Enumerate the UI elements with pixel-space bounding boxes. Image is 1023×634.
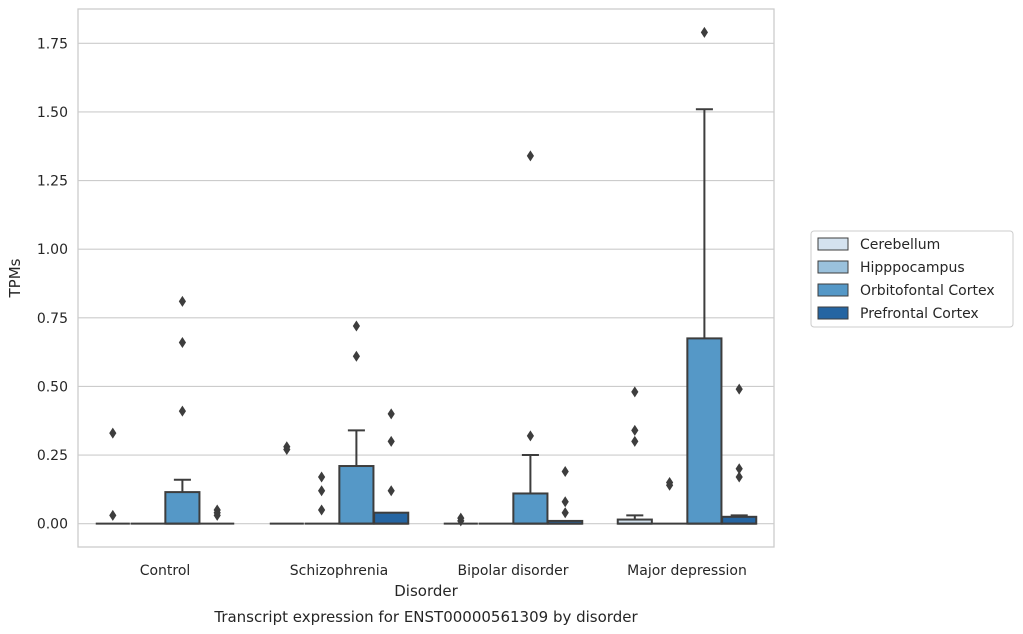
- outlier-point: [387, 485, 395, 497]
- outlier-point: [318, 504, 326, 516]
- legend-label: Cerebellum: [860, 237, 940, 253]
- legend-label: Prefrontal Cortex: [860, 306, 979, 322]
- outlier-point: [735, 463, 743, 475]
- box-hipppocampus: [652, 476, 687, 525]
- legend-swatch: [817, 283, 849, 297]
- legend-label: Hipppocampus: [860, 260, 965, 276]
- outlier-point: [109, 427, 117, 439]
- outlier-point: [283, 444, 291, 456]
- x-tick-label: Bipolar disorder: [457, 563, 568, 579]
- outlier-point: [631, 386, 639, 398]
- outlier-point: [352, 350, 360, 362]
- y-tick-label: 0.00: [37, 517, 68, 533]
- plot-frame: [77, 8, 775, 548]
- chart-caption: Transcript expression for ENST0000056130…: [213, 608, 638, 626]
- outlier-point: [561, 507, 569, 519]
- legend: Cerebellum Hipppocampus Orbitofontal Corte…: [810, 230, 1014, 328]
- legend-swatch: [817, 237, 849, 251]
- box-cerebellum: [616, 386, 653, 525]
- y-tick-label: 0.75: [37, 311, 68, 327]
- box-body: [721, 515, 758, 525]
- outlier-point: [318, 485, 326, 497]
- outlier-point: [109, 509, 117, 521]
- outlier-point: [526, 150, 534, 162]
- legend-swatch: [817, 260, 849, 274]
- box-cerebellum: [443, 512, 478, 527]
- x-axis-label: Disorder: [394, 582, 458, 600]
- outlier-point: [178, 337, 186, 349]
- box-prefrontal-cortex: [547, 466, 584, 525]
- box-orbitofontal-cortex: [512, 150, 549, 525]
- box-body: [164, 491, 201, 525]
- outlier-point: [318, 471, 326, 483]
- outlier-point: [561, 496, 569, 508]
- y-tick-label: 1.50: [37, 105, 68, 121]
- y-tick-label: 1.75: [37, 36, 68, 52]
- x-tick-label: Major depression: [627, 563, 747, 579]
- outlier-point: [631, 424, 639, 436]
- outlier-point: [457, 515, 465, 527]
- outlier-point: [387, 435, 395, 447]
- outlier-point: [666, 479, 674, 491]
- box-prefrontal-cortex: [721, 383, 758, 525]
- outlier-point: [631, 435, 639, 447]
- outlier-point: [561, 466, 569, 478]
- y-axis-label: TPMs: [6, 258, 24, 298]
- box-body: [373, 511, 410, 525]
- outlier-point: [700, 26, 708, 38]
- y-tick-label: 0.25: [37, 448, 68, 464]
- outlier-point: [735, 471, 743, 483]
- box-body: [686, 337, 723, 525]
- box-body: [512, 492, 549, 525]
- x-tick-labels: Control Schizophrenia Bipolar disorder Majo…: [140, 563, 747, 579]
- y-tick-label: 0.50: [37, 379, 68, 395]
- x-tick-label: Schizophrenia: [290, 563, 388, 579]
- outlier-point: [526, 430, 534, 442]
- box-orbitofontal-cortex: [686, 26, 723, 525]
- y-tick-labels: 0.00 0.25 0.50 0.75 1.00 1.25 1.50 1.75: [37, 36, 68, 532]
- box-hipppocampus: [304, 471, 339, 525]
- y-tick-label: 1.00: [37, 242, 68, 258]
- y-tick-label: 1.25: [37, 174, 68, 190]
- legend-frame: [810, 230, 1014, 328]
- box-prefrontal-cortex: [200, 504, 235, 525]
- outlier-point: [178, 295, 186, 307]
- outlier-point: [735, 383, 743, 395]
- plot-boxes: [95, 26, 758, 527]
- box-orbitofontal-cortex: [164, 295, 201, 525]
- outlier-point: [387, 408, 395, 420]
- box-orbitofontal-cortex: [338, 320, 375, 525]
- outlier-point: [352, 320, 360, 332]
- box-cerebellum: [269, 441, 304, 525]
- legend-label: Orbitofontal Cortex: [860, 283, 995, 299]
- box-cerebellum: [95, 427, 130, 525]
- box-body: [338, 465, 375, 525]
- x-tick-label: Control: [140, 563, 191, 579]
- gridlines: [78, 42, 774, 525]
- outlier-point: [213, 509, 221, 521]
- box-prefrontal-cortex: [373, 408, 410, 525]
- outlier-point: [178, 405, 186, 417]
- legend-swatch: [817, 306, 849, 320]
